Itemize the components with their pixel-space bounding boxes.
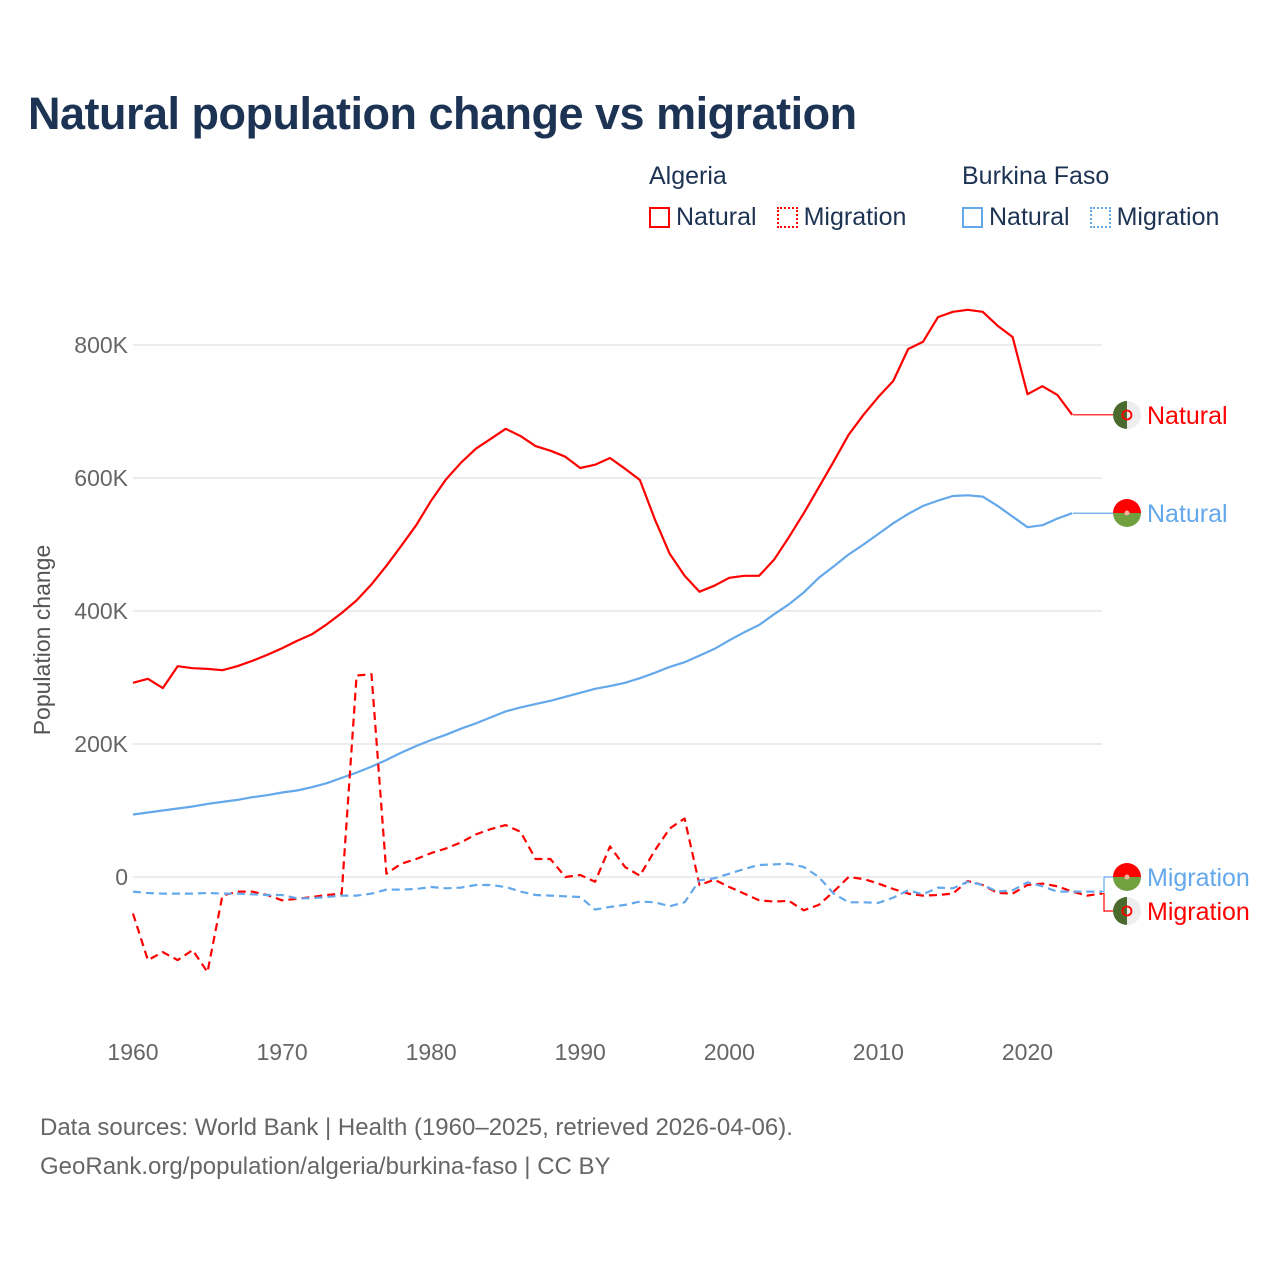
algeria-flag-icon: [1113, 897, 1141, 925]
flag-red: [1113, 499, 1141, 513]
burkina-faso-flag-icon: [1113, 499, 1141, 527]
x-tick-label: 1960: [107, 1039, 158, 1065]
y-tick-label: 0: [115, 864, 128, 890]
series-line-burkina-faso-migration: [132, 862, 1102, 911]
x-tick-label: 1970: [256, 1039, 307, 1065]
flag-green: [1113, 897, 1127, 925]
label-connector: [1102, 893, 1113, 912]
y-tick-label: 400K: [74, 598, 128, 624]
legend-group-algeria: Algeria Natural Migration: [649, 162, 926, 232]
legend-swatch-dotted: [776, 207, 798, 228]
x-tick-label: 2010: [853, 1039, 904, 1065]
algeria-flag-icon: [1113, 401, 1141, 429]
source-line-2[interactable]: GeoRank.org/population/algeria/burkina-f…: [40, 1153, 611, 1180]
legend-label: Natural: [676, 203, 757, 231]
legend-item-burkina-natural[interactable]: Natural: [962, 203, 1070, 232]
source-note: Data sources: World Bank | Health (1960–…: [40, 1108, 793, 1186]
series-line-algeria-natural: [132, 308, 1074, 690]
flag-crescent: [1121, 409, 1133, 421]
legend-item-algeria-migration[interactable]: Migration: [776, 203, 907, 232]
source-line-1: Data sources: World Bank | Health (1960–…: [40, 1114, 793, 1141]
end-label: Natural: [1147, 500, 1228, 528]
chart-title: Natural population change vs migration: [28, 88, 857, 139]
series-line-burkina-faso-natural: [132, 494, 1073, 816]
series-line-algeria-migration: [131, 673, 1103, 974]
y-tick-label: 600K: [74, 465, 128, 491]
flag-star: [1124, 510, 1130, 516]
end-label: Natural: [1147, 402, 1228, 430]
legend-item-burkina-migration[interactable]: Migration: [1089, 203, 1220, 232]
legend-item-algeria-natural[interactable]: Natural: [649, 203, 757, 232]
x-tick-label: 1980: [406, 1039, 457, 1065]
end-label: Migration: [1147, 864, 1250, 892]
legend-label: Natural: [989, 203, 1070, 231]
legend-label: Migration: [1116, 203, 1220, 231]
flag-green: [1113, 513, 1141, 527]
legend-swatch-solid: [649, 207, 670, 228]
flag-green: [1113, 877, 1141, 891]
legend-label: Migration: [803, 203, 907, 231]
x-tick-label: 2000: [704, 1039, 755, 1065]
burkina-faso-flag-icon: [1113, 863, 1141, 891]
legend-country-label: Burkina Faso: [962, 162, 1110, 190]
y-tick-label: 200K: [74, 731, 128, 757]
flag-star: [1124, 874, 1130, 880]
legend-group-burkina-faso: Burkina Faso Natural Migration: [962, 162, 1239, 232]
end-label: Migration: [1147, 898, 1250, 926]
flag-crescent: [1121, 905, 1133, 917]
y-axis-label: Population change: [29, 545, 55, 736]
legend-swatch-solid: [962, 207, 983, 228]
flag-green: [1113, 401, 1127, 429]
x-tick-label: 1990: [555, 1039, 606, 1065]
flag-white: [1127, 897, 1141, 925]
label-connector: [1102, 876, 1113, 893]
flag-white: [1127, 401, 1141, 429]
legend-country-label: Algeria: [649, 162, 727, 190]
x-tick-label: 2020: [1002, 1039, 1053, 1065]
y-tick-label: 800K: [74, 332, 128, 358]
legend-swatch-dotted: [1089, 207, 1111, 228]
flag-red: [1113, 863, 1141, 877]
